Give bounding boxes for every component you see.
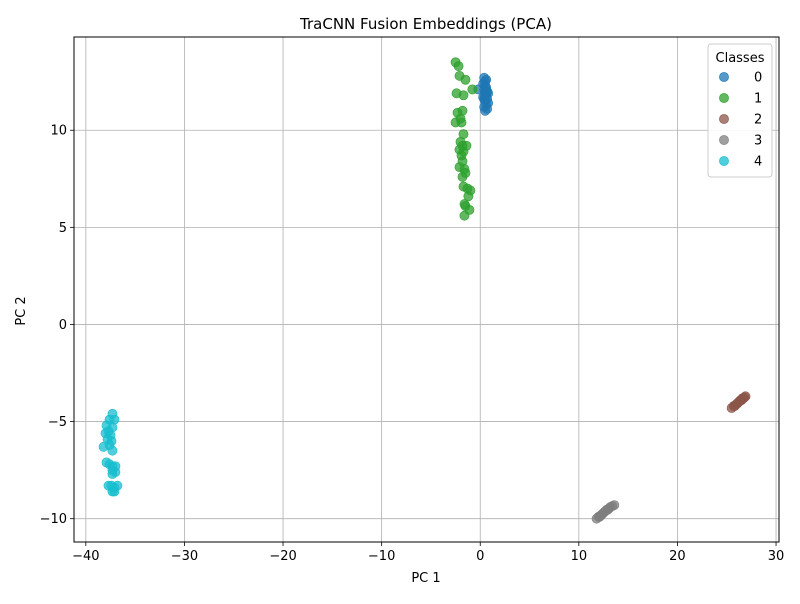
x-tick-label: −30 [171,549,198,564]
y-tick-label: 0 [59,318,67,333]
x-tick-label: 30 [768,549,785,564]
legend-label: 2 [754,113,762,128]
data-point-class-0 [480,105,491,116]
data-point-class-1 [460,74,471,85]
x-tick-label: 10 [571,549,588,564]
y-axis-label: PC 2 [14,296,29,325]
x-tick-label: −40 [72,549,99,564]
data-points [98,57,751,524]
x-axis-label: PC 1 [411,571,440,586]
data-point-class-1 [457,171,468,182]
y-tick-label: 10 [50,124,67,139]
legend: Classes 0 1 2 3 4 [707,43,773,178]
data-point-class-1 [456,117,467,128]
legend-marker [719,93,729,103]
x-tick-label: −10 [368,549,395,564]
data-point-class-0 [480,92,491,103]
x-tick-label: 0 [476,549,484,564]
x-tick-label: 20 [669,549,686,564]
data-point-class-3 [594,511,605,522]
chart-title: TraCNN Fusion Embeddings (PCA) [299,15,552,33]
data-point-class-2 [729,401,740,411]
data-point-class-4 [109,486,120,497]
data-point-class-1 [467,84,478,95]
data-point-class-4 [98,441,109,452]
data-point-class-4 [107,445,118,456]
legend-marker [719,135,729,145]
legend-marker [719,114,729,124]
grid-lines [74,37,779,542]
data-point-class-2 [738,393,749,404]
y-tick-label: −5 [48,415,67,430]
legend-marker [719,72,729,82]
y-tick-label: 5 [59,221,67,236]
data-point-class-3 [604,503,615,513]
axis-ticks: −40 −30 −20 −10 0 10 20 30 −10 −5 0 5 10 [40,124,785,564]
legend-label: 1 [754,92,762,107]
x-tick-label: −20 [269,549,296,564]
legend-label: 0 [754,71,762,86]
data-point-class-4 [107,469,118,479]
data-point-class-1 [463,191,474,202]
data-point-class-1 [459,210,470,221]
data-point-class-1 [458,90,469,101]
legend-marker [719,156,729,166]
legend-label: 4 [754,155,762,170]
axes-frame [73,36,780,543]
legend-label: 3 [754,134,762,149]
data-point-class-1 [453,61,464,72]
legend-title: Classes [716,51,765,66]
y-tick-label: −10 [40,512,67,527]
